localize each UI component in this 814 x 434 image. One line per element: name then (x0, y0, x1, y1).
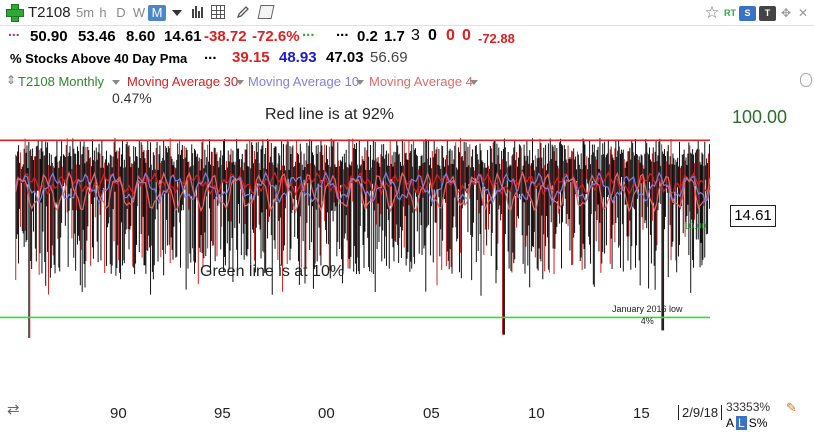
period-5m[interactable]: 5m (76, 5, 95, 20)
quote-value-8: 0 (428, 27, 437, 44)
toolbar: T2108 5m h D W M ☆ RT S T ✥ ✕ (0, 0, 814, 26)
quote-dots-green: ... (302, 23, 315, 40)
quote-value-2: 53.46 (78, 28, 116, 45)
symbol-label[interactable]: T2108 (28, 4, 71, 21)
january-2016-line1: January 2016 low (612, 304, 683, 314)
quote-row-1: ... 50.90 53.46 8.60 14.61 -38.72 -72.6%… (0, 23, 814, 48)
row1-dots: ... (8, 23, 20, 39)
quote-value-5: 0.2 (357, 28, 378, 45)
quote-change-pct: -72.6% (252, 28, 300, 45)
ma-line-moving-average-4 (15, 170, 711, 214)
legend-ma4-dropdown-icon[interactable] (470, 80, 478, 85)
extra-value: 56.69 (370, 49, 408, 66)
ma-line-moving-average-10 (15, 171, 711, 205)
scale-log-toggle[interactable]: L (736, 416, 747, 430)
legend-series[interactable]: T2108 Monthly (18, 74, 104, 89)
chart-area[interactable]: 0.47% Red line is at 92% Green line is a… (0, 90, 814, 434)
x-tick-90: 90 (110, 405, 127, 422)
price-bars (15, 138, 710, 338)
legend-expand-icon[interactable]: ⇕ (6, 73, 17, 87)
x-tick-95: 95 (214, 405, 231, 422)
period-w[interactable]: W (132, 5, 146, 20)
quote-row-2: % Stocks Above 40 Day Pma ... 39.15 48.9… (0, 46, 814, 69)
ma30-value: 39.15 (232, 49, 270, 66)
x-tick-05: 05 (423, 405, 440, 422)
indicator-name: % Stocks Above 40 Day Pma (10, 51, 188, 66)
period-selector: 5m h D W M (76, 5, 166, 21)
legend-ma4[interactable]: Moving Average 4 (369, 74, 473, 89)
quote-value-7: 3 (411, 27, 420, 44)
period-m[interactable]: M (148, 5, 166, 21)
price-axis-100: 100.00 (732, 107, 788, 127)
period-dropdown-icon[interactable] (172, 10, 182, 16)
red-line-annotation: Red line is at 92% (265, 106, 394, 123)
legend-ma10[interactable]: Moving Average 10 (248, 74, 360, 89)
favorite-star-icon[interactable]: ☆ (704, 3, 720, 22)
realtime-icon[interactable]: RT (724, 8, 736, 18)
panel-toggle-icon[interactable] (800, 73, 812, 87)
zoom-level: 33353% (726, 400, 771, 414)
note-icon[interactable] (257, 5, 275, 19)
quote-value-11: -72.88 (478, 31, 515, 46)
period-h[interactable]: h (99, 5, 107, 20)
moving-averages (15, 170, 711, 214)
period-d[interactable]: D (116, 5, 126, 20)
ma10-value: 48.93 (279, 49, 317, 66)
chart-svg[interactable] (0, 91, 814, 434)
move-icon[interactable]: ✥ (780, 6, 792, 20)
scale-toggles: A L S% (726, 416, 767, 430)
quote-value-3: 8.60 (126, 28, 156, 45)
draw-tool-icon[interactable] (236, 5, 250, 19)
january-2016-annotation: January 2016 low 4% (612, 303, 683, 327)
x-tick-00: 00 (318, 405, 335, 422)
bar-chart-icon[interactable] (191, 5, 205, 19)
row2-dots: ... (204, 46, 217, 63)
green-line-annotation: Green line is at 10% (200, 263, 345, 280)
close-icon[interactable]: ✕ (797, 6, 809, 20)
quote-value-9: 0 (446, 27, 455, 44)
x-tick-10: 10 (528, 405, 545, 422)
text-icon[interactable]: T (759, 5, 776, 21)
ma4-value: 47.03 (326, 49, 364, 66)
quote-value-4: 14.61 (164, 28, 202, 45)
quote-value-1: 50.90 (30, 28, 68, 45)
settings-icon[interactable]: S (739, 5, 756, 21)
current-date-label: 2/9/18 (678, 405, 723, 420)
legend-ma30-dropdown-icon[interactable] (236, 80, 244, 85)
quote-value-10: 0 (462, 27, 471, 44)
x-tick-15: 15 (633, 405, 650, 422)
price-axis-10: 10.00 (684, 221, 707, 231)
quote-dots-black: ... (336, 23, 349, 40)
legend-ma30[interactable]: Moving Average 30 (127, 74, 239, 89)
grid-icon[interactable] (211, 5, 225, 19)
legend-row: ⇕ T2108 Monthly Moving Average 30 Moving… (0, 71, 814, 91)
quote-value-6: 1.7 (384, 28, 405, 45)
quote-change: -38.72 (204, 28, 247, 45)
legend-ma10-dropdown-icon[interactable] (356, 80, 364, 85)
toolbar-right-controls: ☆ RT S T ✥ ✕ (703, 4, 810, 22)
last-value-box: 14.61 (730, 205, 776, 227)
legend-series-dropdown-icon[interactable] (112, 80, 120, 85)
scale-auto-toggle[interactable]: A (726, 416, 735, 430)
refresh-icon[interactable]: ⇄ (7, 401, 20, 418)
scale-percent-toggle[interactable]: S% (748, 416, 768, 430)
edit-pencil-icon[interactable]: ✎ (786, 400, 797, 415)
cut-off-low-label: 0.47% (112, 90, 152, 106)
add-symbol-icon[interactable] (6, 4, 24, 22)
ma-line-moving-average-30 (15, 171, 711, 196)
january-2016-line2: 4% (640, 316, 654, 326)
